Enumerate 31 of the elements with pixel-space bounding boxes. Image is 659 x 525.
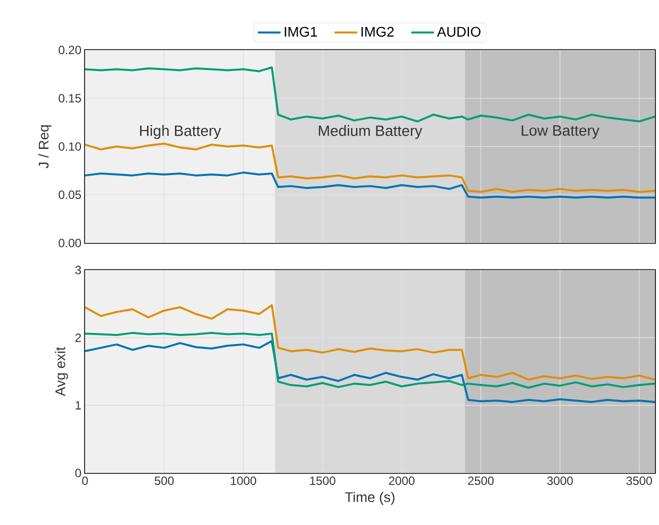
legend-label: AUDIO xyxy=(436,26,480,37)
x-tick-label: 1000 xyxy=(230,476,256,485)
legend-label: IMG2 xyxy=(362,26,394,37)
y-tick-label: 2 xyxy=(75,333,81,342)
band-label: High Battery xyxy=(140,125,222,139)
y-tick-label: 3 xyxy=(75,266,81,274)
y-tick-label: 0.10 xyxy=(58,142,82,151)
line-series xyxy=(85,332,656,389)
x-tick-label: 1500 xyxy=(310,476,336,485)
x-tick-label: 2000 xyxy=(388,476,414,485)
line-series xyxy=(85,142,656,193)
y-tick-label: 0.00 xyxy=(58,238,82,248)
line-series xyxy=(85,304,656,381)
y-tick-label: 0.20 xyxy=(58,46,82,54)
y-tick-label: 1 xyxy=(76,401,81,410)
band-label: Medium Battery xyxy=(318,125,422,139)
x-axis-title: Time (s) xyxy=(345,492,394,505)
x-tick-label: 3500 xyxy=(626,476,652,485)
legend-label: IMG1 xyxy=(284,26,317,37)
y-axis-title: Avg exit xyxy=(54,346,68,396)
x-tick-label: 0 xyxy=(82,476,88,485)
x-tick-label: 2500 xyxy=(468,476,494,485)
line-series xyxy=(85,340,656,403)
y-tick-label: 0.15 xyxy=(58,94,81,102)
x-tick-label: 3000 xyxy=(547,476,573,485)
band-label: Low Battery xyxy=(522,125,600,139)
line-series xyxy=(85,66,656,122)
y-tick-label: 0.05 xyxy=(58,190,81,199)
y-tick-label: 0 xyxy=(75,468,82,478)
x-tick-label: 500 xyxy=(154,476,174,485)
y-axis-title: J / Req xyxy=(38,125,52,168)
